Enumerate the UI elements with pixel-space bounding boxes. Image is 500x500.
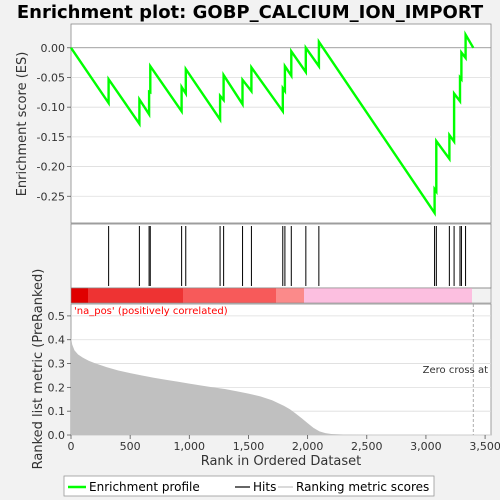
legend-metric-label: Ranking metric scores [296, 480, 429, 494]
es-y-ticks: 0.00 -0.05 -0.10 -0.15 -0.20 -0.25 [37, 42, 71, 203]
es-axis-label: Enrichment score (ES) [15, 52, 30, 197]
x-tick-label: 1,500 [233, 440, 265, 453]
positive-correlation-label: 'na_pos' (positively correlated) [74, 306, 228, 317]
es-series-line [70, 30, 475, 217]
legend-box [63, 475, 435, 497]
es-tick-label: -0.20 [37, 161, 65, 174]
metric-tick-label: 0.3 [48, 358, 66, 371]
chart-title: Enrichment plot: GOBP_CALCIUM_ION_IMPORT [17, 2, 484, 23]
x-tick-label: 0 [68, 440, 75, 453]
x-tick-label: 2,000 [292, 440, 324, 453]
x-axis-label: Rank in Ordered Dataset [201, 454, 362, 469]
x-tick-label: 2,500 [351, 440, 383, 453]
metric-area [71, 337, 474, 435]
colorbar-frame [70, 287, 492, 304]
x-tick-label: 500 [120, 440, 141, 453]
colorbar-segment [304, 288, 472, 303]
legend-es-label: Enrichment profile [89, 480, 200, 494]
zero-cross-label: Zero cross at [423, 365, 488, 376]
metric-tick-label: 0.5 [48, 310, 66, 323]
x-tick-label: 3,000 [410, 440, 442, 453]
metric-tick-label: 0.2 [48, 381, 66, 394]
es-tick-label: -0.25 [37, 190, 65, 203]
metric-x-ticks: 0 500 1,000 1,500 2,000 2,500 3,000 3,500 [68, 435, 500, 453]
es-tick-label: 0.00 [41, 42, 66, 55]
metric-tick-label: 0.0 [48, 429, 66, 442]
hits-panel [70, 223, 492, 289]
hits-plot-area [70, 223, 492, 289]
enrichment-score-panel: 0.00 -0.05 -0.10 -0.15 -0.20 -0.25 Enrichment… [15, 23, 492, 224]
ranked-metric-panel: 0.0 0.1 0.2 0.3 0.4 0.5 0 500 1,000 1,500 2,000 2,… [31, 269, 500, 470]
x-tick-label: 1,000 [174, 440, 206, 453]
rank-colorbar [70, 287, 492, 304]
es-tick-label: -0.10 [37, 101, 65, 114]
es-plot-area [70, 23, 492, 224]
es-tick-label: -0.15 [37, 131, 65, 144]
hit-marks [108, 226, 467, 286]
metric-y-ticks: 0.0 0.1 0.2 0.3 0.4 0.5 [48, 310, 71, 442]
colorbar-segment [71, 288, 88, 303]
metric-tick-label: 0.4 [48, 334, 66, 347]
colorbar-segment [88, 288, 183, 303]
metric-axis-label: Ranked list metric (PreRanked) [31, 269, 46, 470]
colorbar-segment [183, 288, 276, 303]
colorbar-segment [276, 288, 304, 303]
es-tick-label: -0.05 [37, 71, 65, 84]
legend: Enrichment profile Hits Ranking metric s… [63, 475, 435, 497]
metric-tick-label: 0.1 [48, 405, 66, 418]
legend-hits-label: Hits [253, 480, 276, 494]
x-tick-label: 3,500 [469, 440, 500, 453]
